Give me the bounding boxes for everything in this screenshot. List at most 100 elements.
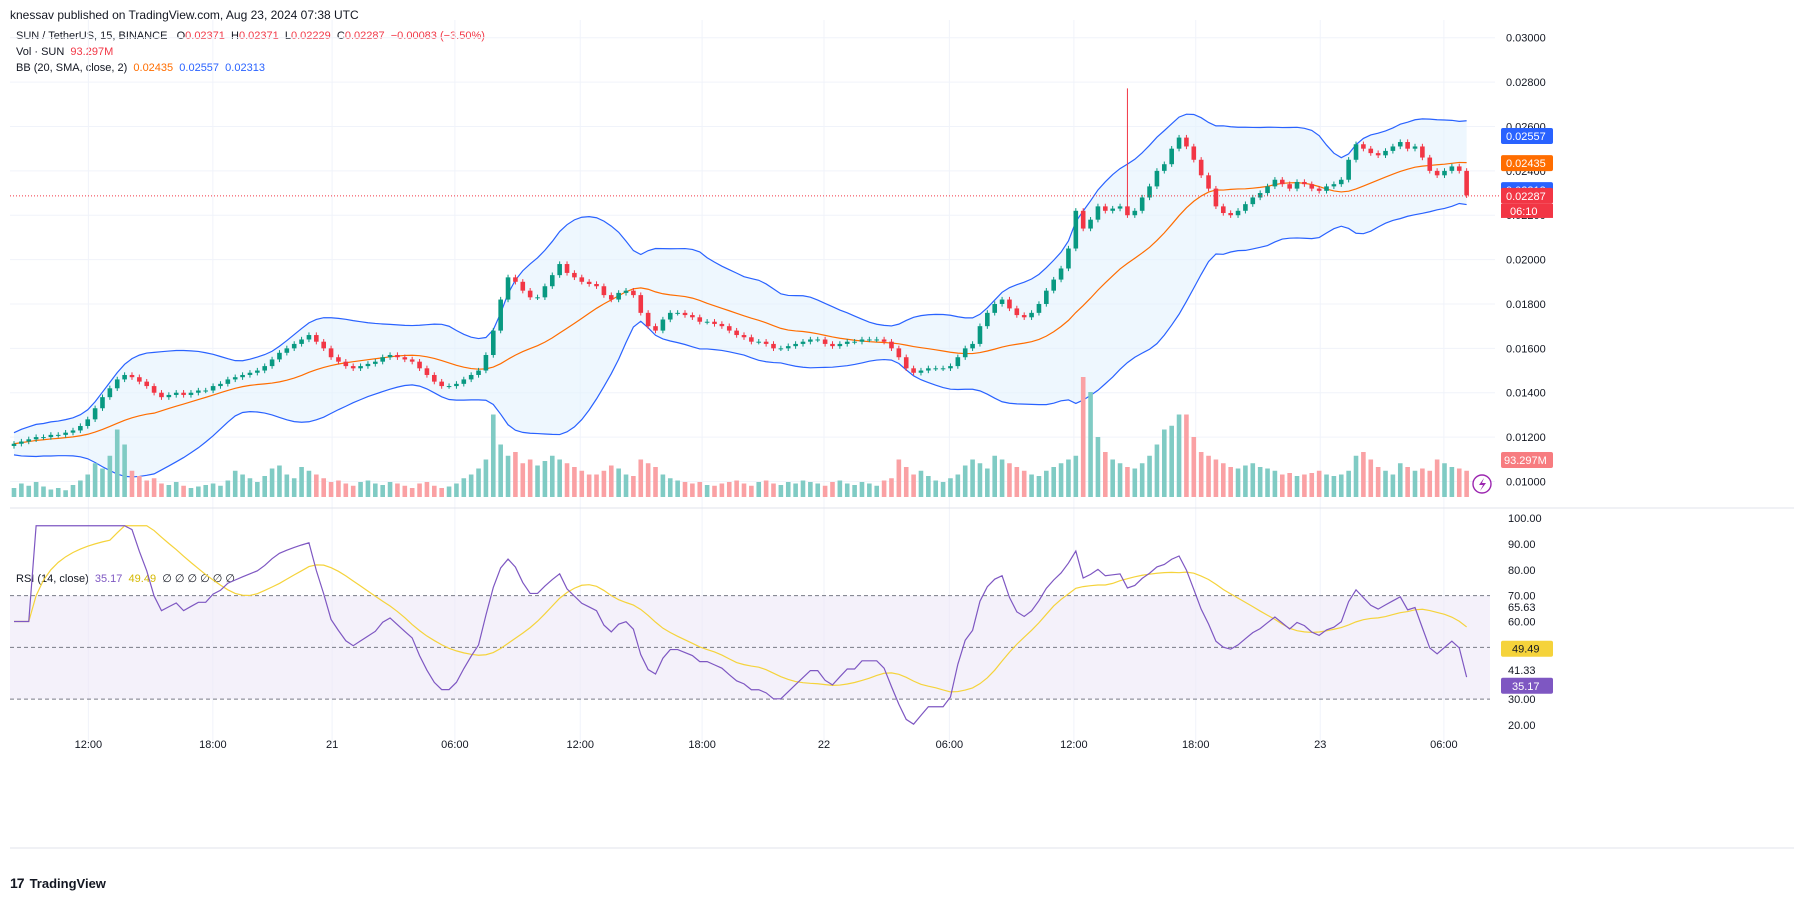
candle-body <box>336 357 341 362</box>
candle-body <box>1132 210 1138 216</box>
candle-body <box>129 374 135 378</box>
candle-body <box>1213 188 1219 207</box>
candle-body <box>660 319 666 331</box>
candle-body <box>520 281 526 291</box>
volume-bar <box>33 482 39 497</box>
candle-body <box>409 359 415 362</box>
volume-bar <box>262 476 268 497</box>
volume-bar <box>78 480 83 497</box>
volume-bar <box>645 463 651 497</box>
candle-body <box>985 312 990 327</box>
candle-body <box>1412 146 1418 149</box>
volume-bar <box>579 470 585 497</box>
candle-body <box>1375 153 1381 156</box>
publisher-line: knessav published on TradingView.com, Au… <box>10 8 359 22</box>
volume-bar <box>1029 474 1034 497</box>
candle-body <box>1066 248 1071 269</box>
candle-body <box>741 335 747 338</box>
volume-bar <box>358 482 363 497</box>
candle-body <box>999 299 1005 304</box>
candle-body <box>1235 210 1241 216</box>
volume-bar <box>513 452 518 497</box>
volume-bar <box>542 461 548 497</box>
candle-body <box>1456 166 1462 171</box>
candle-body <box>830 343 835 347</box>
volume-bar <box>41 486 46 497</box>
candle-body <box>837 343 843 347</box>
time-tick-label: 06:00 <box>936 739 964 751</box>
volume-bar <box>1405 467 1410 497</box>
candle-body <box>255 370 260 373</box>
volume-bar <box>985 468 990 497</box>
candle-body <box>1228 213 1233 216</box>
volume-bar <box>712 485 717 497</box>
volume-bar <box>144 480 150 497</box>
volume-bar <box>749 485 754 497</box>
candle-body <box>800 341 806 344</box>
open-label: O <box>176 30 186 42</box>
price-tick-label: 0.01000 <box>1506 476 1546 488</box>
candle-body <box>1125 206 1130 216</box>
bollinger-lower-line <box>13 202 1467 478</box>
candle-body <box>1353 144 1359 160</box>
volume-bar <box>1346 470 1351 497</box>
candle-body <box>977 326 983 344</box>
candle-body <box>704 321 710 323</box>
candle-body <box>26 439 32 442</box>
candle-body <box>608 295 614 300</box>
candle-body <box>454 383 459 387</box>
volume-bar <box>1361 452 1366 497</box>
volume-bar <box>468 474 474 497</box>
volume-bar <box>1036 476 1042 497</box>
volume-bar <box>343 483 349 497</box>
volume-bar <box>432 485 437 497</box>
candle-body <box>1139 197 1145 211</box>
volume-legend[interactable]: Vol · SUN 93.297M <box>16 46 113 58</box>
rsi-tick-label: 60.00 <box>1508 617 1536 629</box>
candle-body <box>903 357 909 369</box>
volume-bar <box>137 476 142 497</box>
bollinger-upper-line <box>13 113 1467 434</box>
candle-body <box>1397 142 1403 147</box>
volume-bar <box>240 474 245 497</box>
candle-body <box>1272 179 1278 187</box>
time-tick-label: 12:00 <box>1060 739 1088 751</box>
volume-bar <box>822 485 828 497</box>
candle-body <box>881 339 887 342</box>
volume-bar <box>1021 470 1027 497</box>
candle-body <box>181 392 186 395</box>
candle-body <box>114 379 120 389</box>
volume-label: Vol · SUN <box>16 46 65 58</box>
candle-body <box>962 348 968 358</box>
volume-bar <box>166 485 172 497</box>
candle-body <box>859 339 865 342</box>
bollinger-basis-line <box>13 161 1467 445</box>
candle-body <box>476 370 481 375</box>
candle-body <box>1073 210 1079 249</box>
candle-body <box>1014 308 1020 316</box>
volume-bar <box>328 482 334 497</box>
price-axis: 0.030000.028000.026000.024000.022000.020… <box>1501 33 1553 488</box>
candle-body <box>1279 179 1285 185</box>
candle-body <box>1051 279 1056 291</box>
candle-body <box>468 374 474 380</box>
candle-body <box>1434 170 1440 176</box>
volume-bar <box>1442 463 1447 497</box>
candle-body <box>1147 186 1152 198</box>
tradingview-brand[interactable]: 17 TradingView <box>10 875 106 891</box>
volume-bar <box>896 459 902 497</box>
candle-body <box>387 355 393 358</box>
volume-bar <box>527 459 533 497</box>
bb-legend[interactable]: BB (20, SMA, close, 2) 0.02435 0.02557 0… <box>16 62 265 74</box>
symbol-name[interactable]: SUN / TetherUS, 15, BINANCE <box>16 30 168 42</box>
candle-body <box>1294 181 1300 189</box>
volume-bar <box>1449 467 1455 497</box>
volume-bar <box>594 474 599 497</box>
candle-body <box>1058 268 1064 280</box>
candle-body <box>940 368 946 370</box>
volume-bar <box>992 455 998 497</box>
volume-bar <box>85 474 91 497</box>
volume-bar <box>336 480 341 497</box>
volume-bar <box>785 482 791 497</box>
